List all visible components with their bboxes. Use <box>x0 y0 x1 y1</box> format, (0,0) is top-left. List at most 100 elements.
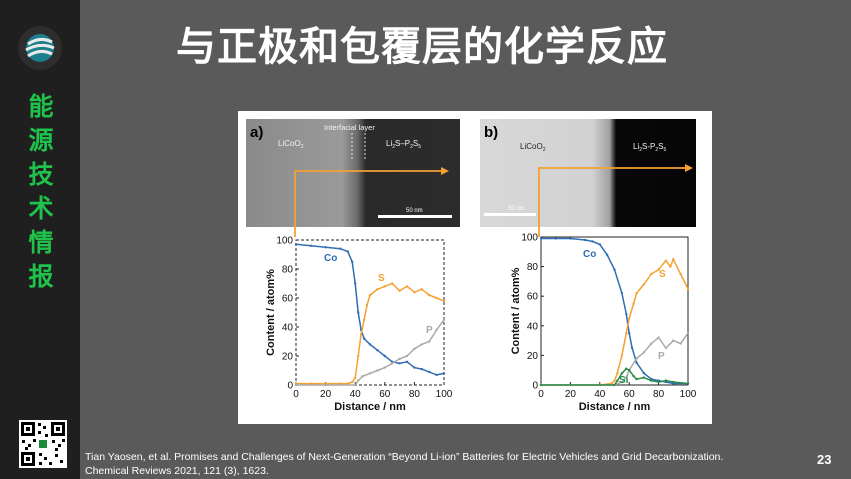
sidebar-char: 源 <box>28 126 54 155</box>
x-tick-label: 40 <box>350 389 362 400</box>
x-axis-label: Distance / nm <box>579 401 651 413</box>
data-point-p <box>679 342 682 345</box>
data-point-co <box>294 243 298 246</box>
data-point-s <box>664 259 668 262</box>
y-tick-label: 80 <box>282 265 294 276</box>
data-point-s <box>351 380 354 384</box>
data-point-s <box>657 268 660 271</box>
y-axis-label: Content / atom% <box>265 269 277 356</box>
slide-title: 与正极和包覆层的化学反应 <box>176 24 668 70</box>
data-point-co <box>357 311 360 314</box>
line-scan-arrow-b <box>538 164 693 237</box>
data-point-co <box>324 246 327 249</box>
data-point-co <box>613 268 616 271</box>
data-point-si <box>628 369 631 372</box>
data-point-co <box>420 367 423 371</box>
x-tick-label: 60 <box>624 389 636 400</box>
data-point-p <box>361 375 364 378</box>
phase-label-a-left: LiCoO2 <box>278 139 304 150</box>
data-point-s <box>405 285 409 288</box>
series-label-s: S <box>378 273 385 284</box>
data-point-p <box>405 354 409 358</box>
plot-frame <box>540 236 689 386</box>
globe-icon <box>25 34 55 62</box>
data-point-co <box>398 362 401 365</box>
series-line-s <box>541 257 689 386</box>
data-point-co <box>339 247 342 250</box>
data-point-co <box>628 332 631 335</box>
series-label-si: Si <box>619 375 629 386</box>
data-point-s <box>625 332 628 335</box>
data-point-p <box>294 383 298 387</box>
data-point-p <box>650 342 653 345</box>
data-point-s <box>610 382 613 385</box>
phase-label-b-left: LiCoO2 <box>520 142 546 153</box>
series-label-co: Co <box>583 249 596 260</box>
x-tick-label: 80 <box>409 389 421 400</box>
y-tick-label: 60 <box>282 294 294 305</box>
data-point-p <box>376 369 379 372</box>
data-point-p <box>391 362 394 365</box>
series-label-s: S <box>659 269 666 280</box>
data-point-s <box>413 291 416 294</box>
sidebar-vertical-text: 能 源 技 术 情 报 <box>26 90 56 294</box>
y-tick-label: 40 <box>282 323 294 334</box>
data-point-s <box>613 379 616 382</box>
y-tick-label: 100 <box>276 236 293 247</box>
data-point-p <box>428 340 431 343</box>
data-point-s <box>650 272 653 276</box>
qr-code <box>19 420 67 468</box>
data-point-p <box>657 336 660 339</box>
sidebar-char: 报 <box>28 262 54 291</box>
data-point-co <box>351 260 354 263</box>
x-tick-label: 40 <box>594 389 606 400</box>
data-point-s <box>642 283 646 286</box>
interfacial-layer-label: Interfacial layer <box>324 123 375 132</box>
data-point-si <box>686 382 690 385</box>
data-point-co <box>539 237 543 240</box>
data-point-s <box>672 258 675 261</box>
data-point-p <box>383 366 386 369</box>
panel-label-a: a) <box>250 124 263 141</box>
sidebar-char: 技 <box>28 160 54 189</box>
y-axis-label: Content / atom% <box>510 267 522 354</box>
tem-image-b <box>480 119 696 227</box>
scale-label-b: 50 nm <box>508 206 525 212</box>
data-point-si <box>664 379 668 382</box>
data-point-p <box>635 357 638 360</box>
data-point-p <box>672 339 675 342</box>
data-point-co <box>598 243 601 246</box>
series-line-p <box>541 332 689 386</box>
sidebar-char: 能 <box>28 92 54 121</box>
data-point-s <box>376 288 379 291</box>
series-line-s <box>296 282 445 385</box>
data-point-s <box>442 299 446 303</box>
y-tick-label: 40 <box>527 321 539 332</box>
data-point-co <box>605 253 609 256</box>
data-point-si <box>625 367 628 370</box>
data-point-s <box>309 382 312 385</box>
data-point-si <box>642 376 646 379</box>
data-point-s <box>428 293 431 297</box>
data-point-s <box>635 292 638 295</box>
data-point-co <box>383 354 386 358</box>
y-tick-label: 20 <box>527 351 539 362</box>
data-point-si <box>632 374 635 378</box>
data-point-co <box>309 244 312 247</box>
data-point-p <box>625 376 628 379</box>
data-point-p <box>664 346 668 350</box>
data-point-s <box>357 354 360 358</box>
data-point-s <box>391 282 394 285</box>
data-point-p <box>642 351 646 354</box>
data-point-si <box>620 372 624 375</box>
data-point-co <box>635 361 638 364</box>
x-tick-label: 100 <box>680 389 697 400</box>
data-point-co <box>362 337 366 340</box>
data-point-co <box>368 343 372 346</box>
data-point-co <box>620 292 624 295</box>
x-tick-label: 0 <box>538 389 544 400</box>
x-tick-label: 0 <box>293 389 299 400</box>
scale-bar-b <box>484 213 536 216</box>
data-point-p <box>357 379 360 382</box>
series-line-si <box>541 367 689 386</box>
